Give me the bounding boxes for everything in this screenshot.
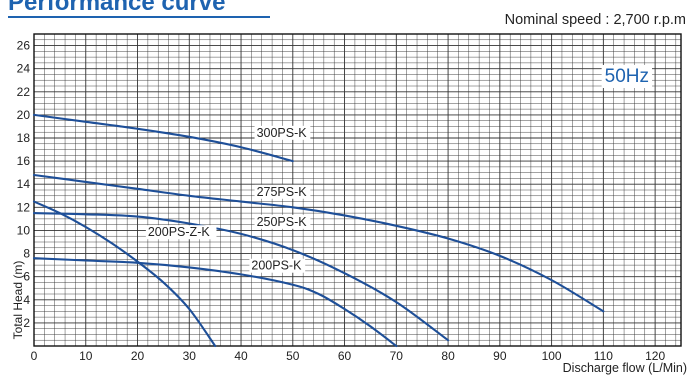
y-tick-label: 10 [17, 223, 31, 237]
curve-label: 200PS-K [251, 259, 302, 273]
y-tick-label: 22 [17, 85, 31, 99]
y-tick-label: 18 [17, 131, 31, 145]
curve-labels: 300PS-K 275PS-K 250PS-K 200PS-Z-K 200PS-K [145, 125, 311, 273]
curve-label-backdrop [249, 258, 306, 273]
x-tick-label: 100 [542, 349, 562, 363]
x-tick-label: 40 [234, 349, 248, 363]
x-tick-label: 70 [390, 349, 404, 363]
curve-label-backdrop [145, 225, 217, 240]
curve-label-backdrop [254, 184, 311, 199]
x-tick-label: 30 [183, 349, 197, 363]
curve-label-backdrop [254, 214, 311, 229]
x-axis-label: Discharge flow (L/Min) [563, 361, 687, 375]
x-tick-label: 60 [338, 349, 352, 363]
plot-frame [33, 33, 682, 347]
y-axis-label: Total Head (m) [11, 261, 25, 340]
page-title: Performance curve [8, 0, 226, 16]
x-tick-label: 110 [594, 349, 613, 363]
y-tick-label: 26 [17, 39, 31, 53]
axis-ticks: 0 10 20 30 40 50 60 70 80 90 100 110 120246810121416… [17, 39, 666, 363]
y-tick-label: 20 [17, 108, 31, 122]
curve-200ps-z-k [32, 200, 217, 348]
curve-label: 275PS-K [257, 185, 308, 199]
x-tick-label: 20 [131, 349, 145, 363]
title-underline [8, 16, 270, 18]
y-tick-label: 12 [17, 200, 31, 214]
x-tick-label: 90 [493, 349, 507, 363]
x-tick-label: 120 [645, 349, 665, 363]
y-tick-label: 6 [23, 270, 30, 284]
curve-label: 250PS-K [257, 215, 308, 229]
curve-label: 300PS-K [257, 126, 308, 140]
chart-curves [32, 113, 605, 348]
y-tick-label: 2 [23, 316, 30, 330]
curve-label-backdrop [254, 125, 311, 140]
nominal-speed-label: Nominal speed : 2,700 r.p.m [504, 12, 686, 28]
curve-250ps-k [32, 212, 450, 342]
x-tick-label: 0 [31, 349, 38, 363]
x-tick-label: 50 [286, 349, 300, 363]
x-tick-label: 10 [79, 349, 93, 363]
x-tick-label: 80 [441, 349, 455, 363]
chart-grid [33, 33, 682, 347]
curve-200ps-k [32, 257, 398, 348]
y-tick-label: 24 [17, 62, 31, 76]
y-tick-label: 4 [23, 293, 30, 307]
frequency-badge-backdrop [601, 65, 652, 88]
curve-275ps-k [32, 173, 605, 313]
y-tick-label: 8 [23, 247, 30, 261]
curve-label: 200PS-Z-K [148, 225, 210, 239]
y-tick-label: 14 [17, 177, 31, 191]
y-tick-label: 16 [17, 154, 31, 168]
frequency-badge: 50Hz [605, 66, 649, 87]
curve-300ps-k [32, 113, 294, 163]
